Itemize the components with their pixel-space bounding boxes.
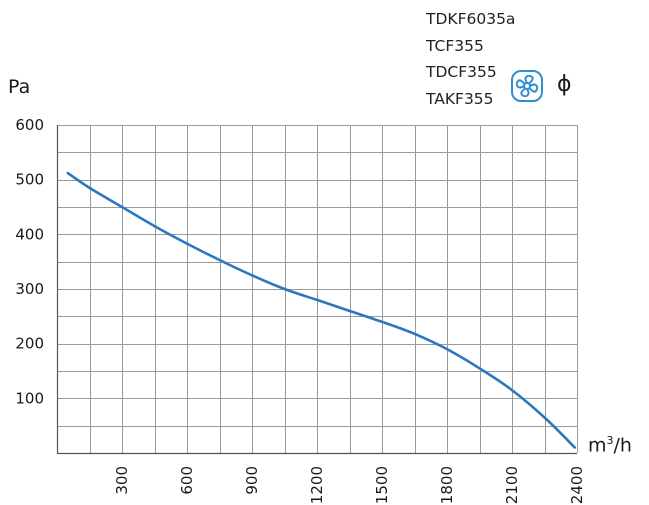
y-tick-label: 400 — [15, 225, 44, 243]
y-tick-label: 100 — [15, 389, 44, 407]
y-tick-label: 600 — [15, 116, 44, 134]
y-tick-label: 300 — [15, 280, 44, 298]
x-tick-label: 1800 — [438, 466, 456, 504]
model-name: TDCF355 — [426, 63, 497, 81]
model-list: TDKF6035a TCF355 TDCF355 TAKF355 — [426, 6, 515, 112]
x-tick-label: 2400 — [568, 466, 586, 504]
x-tick-label: 1500 — [373, 466, 391, 504]
x-tick-label: 900 — [243, 466, 261, 495]
model-name: TCF355 — [426, 36, 484, 55]
model-name: TDKF6035a — [426, 10, 516, 28]
x-tick-label: 600 — [178, 466, 196, 495]
x-tick-label: 2100 — [503, 466, 521, 504]
fan-icon — [511, 70, 543, 102]
y-tick-label: 500 — [15, 171, 44, 189]
grid — [56, 125, 578, 455]
y-tick-labels: 100 200 300 400 500 600 — [15, 116, 44, 407]
model-name: TAKF355 — [426, 89, 494, 108]
performance-curve — [66, 171, 577, 449]
y-tick-label: 200 — [15, 335, 44, 353]
x-tick-labels: 300 600 900 1200 1500 1800 2100 2400 — [113, 466, 586, 504]
phase-symbol: ɸ — [557, 72, 572, 97]
curves — [66, 171, 577, 449]
x-axis-unit: m3/h — [588, 434, 632, 456]
x-unit-exponent: 3 — [606, 434, 614, 447]
y-axis-unit: Pa — [8, 76, 31, 98]
x-unit-rest: /h — [613, 434, 632, 457]
x-tick-label: 300 — [113, 466, 131, 495]
x-tick-label: 1200 — [308, 466, 326, 504]
x-unit-base: m — [588, 434, 607, 457]
